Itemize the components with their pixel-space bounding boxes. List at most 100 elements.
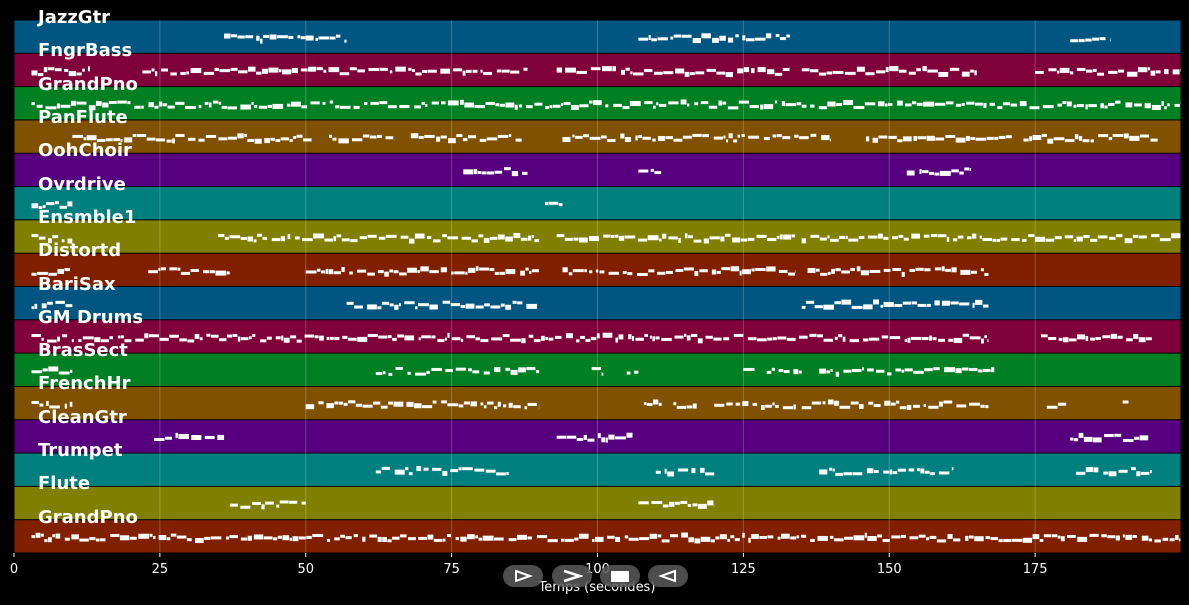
note [777,336,787,340]
note [422,69,428,73]
note [563,101,571,105]
note [1104,433,1114,437]
note [849,339,860,343]
note [868,401,874,405]
note [728,133,733,139]
note [892,471,898,475]
note [460,99,464,105]
note [651,38,657,42]
note [524,406,528,410]
note [1151,105,1161,111]
note [1073,239,1077,243]
note [682,135,692,139]
note [703,238,710,244]
note [1117,335,1123,339]
note [120,138,123,142]
note [739,270,742,276]
note [863,304,873,310]
note [884,400,891,406]
note [478,267,490,271]
note [894,303,903,307]
note [31,400,39,404]
note [760,405,765,411]
note [48,272,57,276]
note [673,34,681,38]
note [1179,538,1181,542]
note [888,102,893,106]
note [334,337,340,341]
fast-forward-button[interactable] [552,565,592,587]
note [858,235,865,239]
note [657,534,662,538]
note [821,135,830,141]
note [209,270,215,274]
note [625,67,630,71]
note [314,335,319,339]
note [913,370,924,374]
note [341,266,345,272]
note [756,234,767,238]
note [624,235,636,239]
note [450,303,461,307]
note [843,99,853,105]
note [565,333,573,339]
note [263,34,270,38]
note [1116,234,1123,238]
note [827,101,836,107]
note [289,500,298,504]
note [836,103,843,107]
play-button[interactable] [503,565,543,587]
note [601,66,612,72]
note [287,234,291,240]
note [962,333,970,337]
note [248,66,256,72]
stop-button[interactable] [600,565,640,587]
note [723,337,730,341]
note [838,334,843,338]
note [37,271,48,275]
note [218,101,222,105]
note [675,268,684,272]
note [1138,235,1147,239]
note [910,336,921,340]
note [850,268,855,272]
note [351,138,363,142]
note [395,367,403,371]
note [267,104,272,108]
note [451,271,454,275]
note [906,404,912,410]
note [876,369,885,373]
note [735,34,739,38]
note [607,138,616,142]
note [483,405,487,409]
note [695,71,705,75]
note [548,337,554,341]
note [336,234,342,238]
note [992,238,996,242]
note [955,103,962,107]
note [1005,135,1012,139]
note [738,100,750,104]
note [611,234,615,238]
note [902,301,912,305]
note [240,104,251,110]
note [217,434,225,440]
note [169,267,177,271]
note [1164,106,1167,110]
rewind-button[interactable] [648,565,688,587]
note [389,269,394,273]
note [38,206,43,210]
note [463,401,471,405]
note [1110,333,1118,339]
note [462,138,468,142]
note [589,100,593,104]
note [378,236,386,240]
note [1095,337,1101,341]
note [921,337,929,341]
note [755,37,766,41]
note [878,135,888,139]
note [1159,238,1171,242]
note [1134,436,1140,440]
note [468,267,476,273]
note [427,69,437,73]
